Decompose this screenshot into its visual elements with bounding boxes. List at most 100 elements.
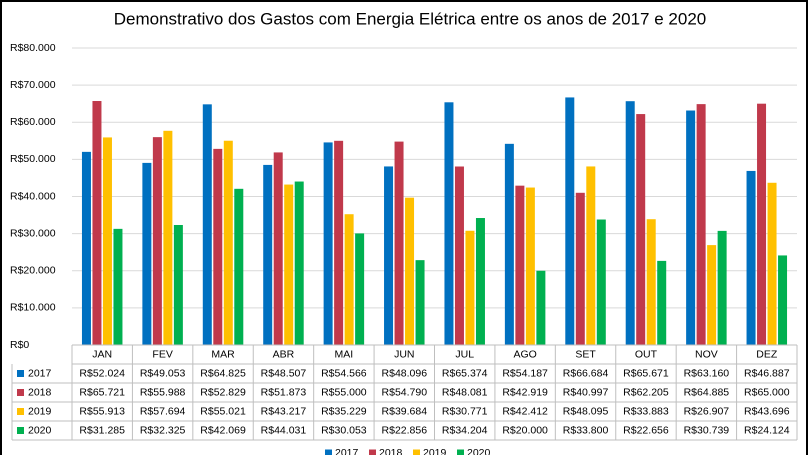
y-tick-label: R$50.000 — [10, 153, 56, 165]
bar — [284, 184, 294, 345]
table-value: R$54.566 — [321, 367, 367, 379]
bar — [504, 143, 514, 345]
bar — [707, 245, 717, 345]
legend-key — [325, 449, 332, 455]
table-value: R$49.053 — [140, 367, 186, 379]
bar — [294, 181, 304, 345]
table-value: R$65.671 — [623, 367, 669, 379]
x-tick-label: NOV — [695, 348, 718, 360]
y-tick-label: R$10.000 — [10, 302, 56, 314]
table-value: R$54.187 — [502, 367, 548, 379]
y-tick-label: R$60.000 — [10, 116, 56, 128]
x-tick-label: FEV — [152, 348, 172, 360]
table-value: R$48.095 — [563, 405, 609, 417]
legend-label: 2018 — [379, 447, 403, 455]
x-tick-label: MAR — [211, 348, 235, 360]
bar — [384, 166, 394, 345]
table-value: R$65.374 — [442, 367, 488, 379]
table-value: R$57.694 — [140, 405, 186, 417]
bar — [778, 255, 788, 345]
bar — [596, 219, 606, 345]
bar — [454, 166, 464, 345]
table-legend-key — [17, 408, 24, 415]
table-value: R$52.024 — [79, 367, 125, 379]
table-value: R$55.000 — [321, 386, 367, 398]
bar — [686, 110, 696, 346]
bar — [92, 101, 102, 345]
table-value: R$65.000 — [744, 386, 790, 398]
table-value: R$48.096 — [382, 367, 428, 379]
bar — [657, 260, 667, 345]
table-value: R$55.988 — [140, 386, 186, 398]
x-tick-label: JUN — [394, 348, 414, 360]
x-tick-label: AGO — [513, 348, 536, 360]
bar — [323, 142, 333, 345]
table-value: R$51.873 — [261, 386, 307, 398]
table-value: R$55.913 — [79, 405, 125, 417]
bar — [717, 230, 727, 345]
table-value: R$24.124 — [744, 424, 790, 436]
table-series-name: 2018 — [28, 386, 52, 398]
table-value: R$33.800 — [563, 424, 609, 436]
legend-label: 2017 — [335, 447, 359, 455]
bar — [223, 140, 233, 345]
bar — [475, 218, 485, 345]
bar — [355, 233, 365, 345]
table-value: R$65.721 — [79, 386, 125, 398]
table-value: R$44.031 — [261, 424, 307, 436]
y-tick-label: R$40.000 — [10, 190, 56, 202]
bar — [234, 188, 244, 345]
table-value: R$30.739 — [684, 424, 730, 436]
bar — [173, 224, 183, 345]
x-tick-label: JUL — [455, 348, 474, 360]
table-value: R$35.229 — [321, 405, 367, 417]
table-value: R$55.021 — [200, 405, 246, 417]
bar — [202, 104, 212, 345]
table-value: R$42.069 — [200, 424, 246, 436]
bar — [625, 101, 635, 345]
table-value: R$31.285 — [79, 424, 125, 436]
legend-label: 2020 — [467, 447, 491, 455]
table-value: R$66.684 — [563, 367, 609, 379]
table-value: R$20.000 — [502, 424, 548, 436]
table-value: R$43.696 — [744, 405, 790, 417]
legend-label: 2019 — [423, 447, 447, 455]
table-value: R$48.081 — [442, 386, 488, 398]
bar — [465, 230, 475, 345]
x-tick-label: MAI — [335, 348, 354, 360]
y-tick-label: R$80.000 — [10, 42, 56, 54]
table-value: R$26.907 — [684, 405, 730, 417]
table-value: R$22.656 — [623, 424, 669, 436]
table-value: R$34.204 — [442, 424, 488, 436]
bar — [636, 114, 646, 345]
bar — [565, 97, 575, 345]
table-value: R$42.412 — [502, 405, 548, 417]
table-value: R$43.217 — [261, 405, 307, 417]
bar — [696, 104, 706, 345]
bar — [113, 228, 123, 345]
bar — [415, 260, 425, 345]
x-tick-label: ABR — [273, 348, 295, 360]
bar — [142, 162, 152, 345]
bar — [334, 140, 344, 345]
bar — [646, 219, 656, 345]
table-value: R$42.919 — [502, 386, 548, 398]
x-tick-label: SET — [575, 348, 596, 360]
table-value: R$54.790 — [382, 386, 428, 398]
bar — [746, 170, 756, 345]
x-tick-label: DEZ — [756, 348, 778, 360]
bar — [444, 102, 454, 345]
bar — [536, 270, 546, 345]
legend-key — [413, 449, 420, 455]
table-value: R$33.883 — [623, 405, 669, 417]
table-value: R$62.205 — [623, 386, 669, 398]
table-value: R$52.829 — [200, 386, 246, 398]
y-tick-label: R$30.000 — [10, 227, 56, 239]
bar — [767, 182, 777, 345]
bar — [525, 187, 535, 345]
table-legend-key — [17, 370, 24, 377]
legend-key — [457, 449, 464, 455]
table-value: R$64.885 — [684, 386, 730, 398]
